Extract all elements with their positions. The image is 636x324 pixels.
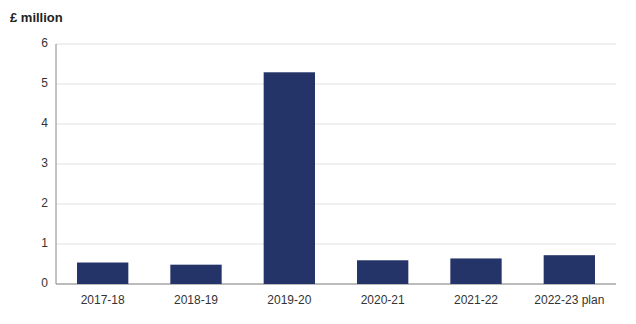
- y-tick-label: 3: [41, 156, 48, 170]
- grid-line: [56, 164, 616, 165]
- y-tick-label: 4: [41, 116, 48, 130]
- y-tick-label: 2: [41, 196, 48, 210]
- chart-svg: 0 1 2 3 4 5 6 2017-18 2018-19 2019-20 2020-21 2021-…: [0, 0, 636, 324]
- x-tick-label: 2018-19: [174, 293, 218, 307]
- y-axis-line: [56, 44, 57, 284]
- bar: [450, 258, 501, 284]
- axes: 0 1 2 3 4 5 6 2017-18 2018-19 2019-20 2020-21 2021-…: [41, 36, 616, 307]
- grid: [56, 44, 616, 284]
- grid-line: [56, 124, 616, 125]
- x-tick-label: 2020-21: [361, 293, 405, 307]
- bar: [77, 263, 128, 284]
- grid-line: [56, 44, 616, 45]
- y-tick-label: 6: [41, 36, 48, 50]
- bar: [264, 72, 315, 284]
- bar: [357, 260, 408, 284]
- y-tick-label: 5: [41, 76, 48, 90]
- x-tick-label: 2019-20: [267, 293, 311, 307]
- x-tick-label: 2021-22: [454, 293, 498, 307]
- y-tick-label: 1: [41, 236, 48, 250]
- grid-line: [56, 284, 616, 285]
- x-tick-label: 2017-18: [81, 293, 125, 307]
- x-tick-label: 2022-23 plan: [534, 293, 604, 307]
- grid-line: [56, 244, 616, 245]
- bar: [544, 255, 595, 284]
- y-tick-label: 0: [41, 276, 48, 290]
- chart-container: 0 1 2 3 4 5 6 2017-18 2018-19 2019-20 2020-21 2021-…: [0, 0, 636, 324]
- bar: [170, 265, 221, 284]
- bars: [77, 72, 595, 284]
- y-axis-label: £ million: [10, 10, 63, 25]
- grid-line: [56, 84, 616, 85]
- grid-line: [56, 204, 616, 205]
- x-axis-line: [56, 284, 616, 285]
